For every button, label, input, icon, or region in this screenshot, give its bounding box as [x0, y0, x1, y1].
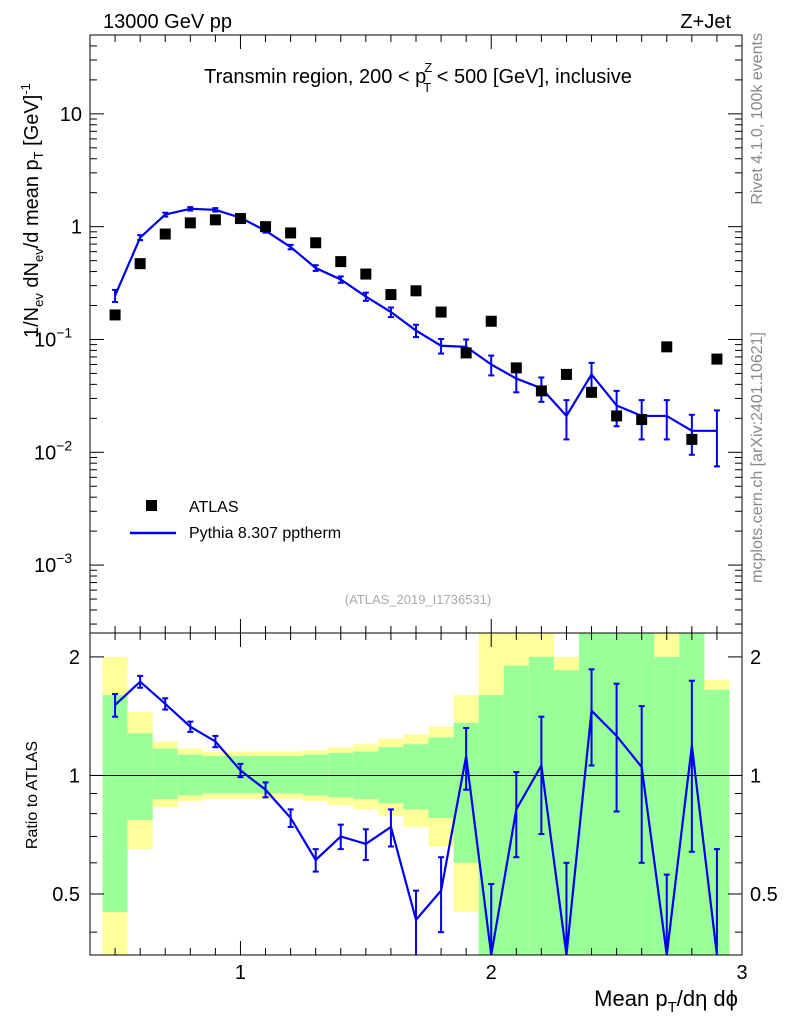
legend: ATLAS Pythia 8.307 pptherm	[130, 499, 341, 542]
ratio-y-tick-label-right: 2	[750, 647, 761, 669]
x-tick-label: 1	[235, 962, 246, 984]
main-y-axis-label: 1/Nev dNev/d mean pT [GeV]-1	[18, 83, 46, 338]
atlas-data-point	[310, 237, 322, 249]
y-tick-label: 10−2	[34, 437, 72, 464]
atlas-data-point	[335, 256, 347, 268]
analysis-id-label: (ATLAS_2019_I1736531)	[345, 592, 491, 607]
atlas-data-point	[661, 341, 673, 353]
atlas-data-point	[611, 410, 623, 422]
main-panel-title: Transmin region, 200 < pZ T < 500 [GeV], …	[204, 60, 632, 95]
x-tick-label: 3	[736, 962, 747, 984]
x-axis-label: Mean pT/dη dϕ	[594, 986, 738, 1016]
main-panel-series	[109, 206, 723, 468]
process-label: Z+Jet	[680, 11, 731, 33]
main-panel-axes: 10−3 10−2 10−1 1 10	[34, 34, 743, 634]
atlas-data-point	[134, 258, 146, 270]
ratio-panel-series	[112, 668, 720, 956]
band-inner	[102, 695, 128, 913]
atlas-data-point	[535, 385, 547, 397]
energy-label: 13000 GeV pp	[103, 11, 232, 33]
atlas-data-point	[686, 433, 698, 445]
atlas-data-point	[560, 368, 572, 380]
atlas-data-point	[260, 221, 272, 233]
ratio-y-tick-label-right: 0.5	[750, 884, 778, 906]
atlas-data-point	[636, 414, 648, 426]
band-inner	[152, 748, 178, 800]
band-inner	[428, 737, 454, 818]
atlas-data-point	[460, 347, 472, 359]
atlas-data-point	[385, 289, 397, 301]
ratio-y-tick-label: 1	[69, 765, 80, 787]
y-tick-label: 10−3	[34, 550, 72, 577]
atlas-data-point	[510, 362, 522, 374]
band-inner	[202, 756, 228, 794]
legend-pythia-label: Pythia 8.307 pptherm	[189, 525, 341, 542]
ratio-y-tick-label: 2	[69, 647, 80, 669]
ratio-y-tick-label: 0.5	[52, 884, 80, 906]
x-tick-label: 2	[486, 962, 497, 984]
y-tick-label: 10	[60, 104, 82, 126]
mcplots-source-label: mcplots.cern.ch [arXiv:2401.10621]	[749, 332, 766, 583]
ratio-y-tick-label-right: 1	[750, 765, 761, 787]
atlas-data-point	[485, 315, 497, 327]
atlas-data-point	[109, 309, 121, 321]
atlas-data-point	[159, 228, 171, 240]
band-inner	[127, 733, 153, 821]
legend-atlas-label: ATLAS	[189, 499, 239, 516]
atlas-data-point	[586, 386, 598, 398]
atlas-data-point	[184, 217, 196, 229]
atlas-data-point	[410, 285, 422, 297]
y-tick-label: 1	[71, 217, 82, 239]
ratio-panel-axes: 1 2 3 0.5 0.5 1 1 2 2	[52, 632, 778, 984]
y-tick-label: 10−1	[34, 324, 72, 351]
rivet-version-label: Rivet 4.1.0, 100k events	[749, 33, 766, 205]
atlas-data-point	[360, 268, 372, 280]
atlas-data-point	[234, 213, 246, 225]
legend-atlas-marker	[146, 500, 157, 511]
ratio-y-axis-label: Ratio to ATLAS	[24, 741, 41, 849]
pythia-series-line	[114, 207, 717, 432]
band-inner	[403, 744, 429, 810]
atlas-data-point	[435, 306, 447, 318]
atlas-data-point	[285, 227, 297, 239]
atlas-data-point	[209, 214, 221, 226]
band-inner	[278, 756, 304, 794]
atlas-data-point	[711, 353, 723, 365]
